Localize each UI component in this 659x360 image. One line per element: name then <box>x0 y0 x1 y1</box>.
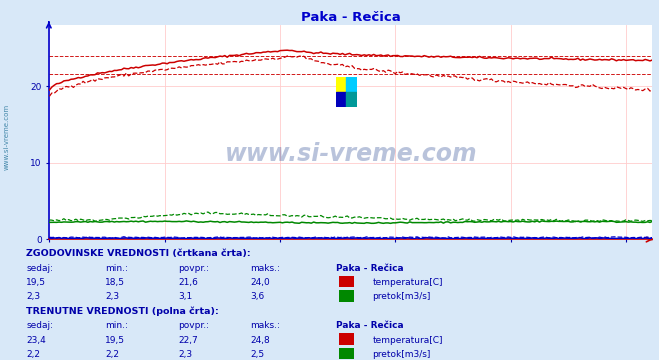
Text: Paka - Rečica: Paka - Rečica <box>336 321 404 330</box>
Text: 3,6: 3,6 <box>250 292 265 301</box>
Text: TRENUTNE VREDNOSTI (polna črta):: TRENUTNE VREDNOSTI (polna črta): <box>26 307 219 316</box>
Text: 23,4: 23,4 <box>26 336 46 345</box>
Text: povpr.:: povpr.: <box>178 264 209 273</box>
Text: maks.:: maks.: <box>250 321 280 330</box>
Text: min.:: min.: <box>105 321 129 330</box>
Text: 24,0: 24,0 <box>250 278 270 287</box>
Text: 22,7: 22,7 <box>178 336 198 345</box>
Text: 2,3: 2,3 <box>178 350 192 359</box>
Bar <box>336 91 347 107</box>
Text: 2,2: 2,2 <box>26 350 40 359</box>
Text: 18,5: 18,5 <box>105 278 125 287</box>
Text: 2,2: 2,2 <box>105 350 119 359</box>
Text: 19,5: 19,5 <box>26 278 46 287</box>
Text: ZGODOVINSKE VREDNOSTI (črtkana črta):: ZGODOVINSKE VREDNOSTI (črtkana črta): <box>26 249 251 258</box>
Text: 2,3: 2,3 <box>26 292 40 301</box>
Text: www.si-vreme.com: www.si-vreme.com <box>3 104 10 170</box>
Bar <box>347 77 357 91</box>
Text: pretok[m3/s]: pretok[m3/s] <box>372 292 431 301</box>
Text: 19,5: 19,5 <box>105 336 125 345</box>
Text: sedaj:: sedaj: <box>26 264 53 273</box>
Text: 3,1: 3,1 <box>178 292 192 301</box>
Text: temperatura[C]: temperatura[C] <box>372 336 443 345</box>
Text: povpr.:: povpr.: <box>178 321 209 330</box>
Title: Paka - Rečica: Paka - Rečica <box>301 11 401 24</box>
Text: pretok[m3/s]: pretok[m3/s] <box>372 350 431 359</box>
Text: sedaj:: sedaj: <box>26 321 53 330</box>
Text: www.si-vreme.com: www.si-vreme.com <box>225 142 477 166</box>
Text: temperatura[C]: temperatura[C] <box>372 278 443 287</box>
Text: Paka - Rečica: Paka - Rečica <box>336 264 404 273</box>
Bar <box>347 91 357 107</box>
Text: min.:: min.: <box>105 264 129 273</box>
Text: 21,6: 21,6 <box>178 278 198 287</box>
Text: 2,5: 2,5 <box>250 350 264 359</box>
Text: 2,3: 2,3 <box>105 292 119 301</box>
Bar <box>336 77 347 91</box>
Text: 24,8: 24,8 <box>250 336 270 345</box>
Text: maks.:: maks.: <box>250 264 280 273</box>
